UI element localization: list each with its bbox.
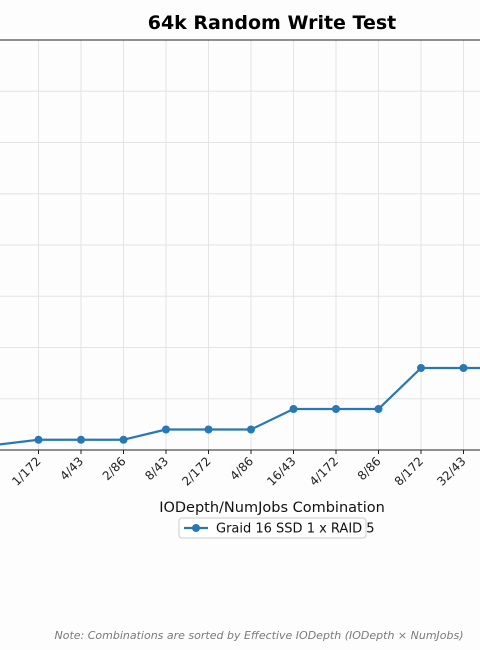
x-tick-label: 2/86 <box>100 454 129 483</box>
series-line-layer <box>0 366 480 446</box>
footnote: Note: Combinations are sorted by Effecti… <box>54 629 463 642</box>
x-tick-label: 8/172 <box>392 454 426 488</box>
x-tick-label: 1/172 <box>9 454 43 488</box>
x-tick-label: 2/172 <box>179 454 213 488</box>
x-tick-label: 8/86 <box>355 454 384 483</box>
x-axis-ticks: 1/172 4/43 2/86 8/43 2/172 4/86 16/43 4/172 8/86… <box>9 450 469 489</box>
data-point <box>417 364 425 372</box>
data-point <box>374 405 383 413</box>
data-point <box>332 405 340 413</box>
data-point <box>119 435 128 444</box>
data-point <box>459 364 468 372</box>
x-axis-label: IODepth/NumJobs Combination <box>159 500 385 516</box>
x-tick-label: 8/43 <box>142 454 171 483</box>
data-point <box>162 425 170 434</box>
x-tick-label: 32/43 <box>434 454 468 488</box>
x-tick-label: 16/43 <box>264 454 298 488</box>
data-point <box>34 435 43 444</box>
data-point <box>204 425 213 434</box>
data-point <box>77 435 85 444</box>
grid-lines <box>0 40 480 450</box>
legend-box <box>178 517 367 539</box>
legend-series-label: Graid 16 SSD 1 x RAID 5 <box>216 522 375 537</box>
series-line <box>0 366 480 446</box>
data-point <box>247 425 255 434</box>
x-tick-label: 4/43 <box>57 454 86 483</box>
legend: Graid 16 SSD 1 x RAID 5 <box>178 517 375 539</box>
data-point <box>289 405 298 413</box>
x-tick-label: 4/172 <box>307 454 341 488</box>
chart-title: 64k Random Write Test <box>148 12 397 34</box>
series-points-layer <box>34 364 468 444</box>
x-tick-label: 4/86 <box>227 454 256 483</box>
legend-marker-swatch <box>192 524 200 532</box>
